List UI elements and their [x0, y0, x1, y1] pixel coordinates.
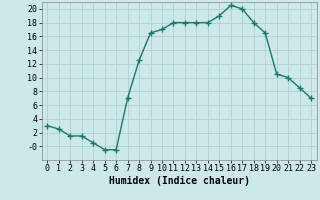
X-axis label: Humidex (Indice chaleur): Humidex (Indice chaleur) [109, 176, 250, 186]
